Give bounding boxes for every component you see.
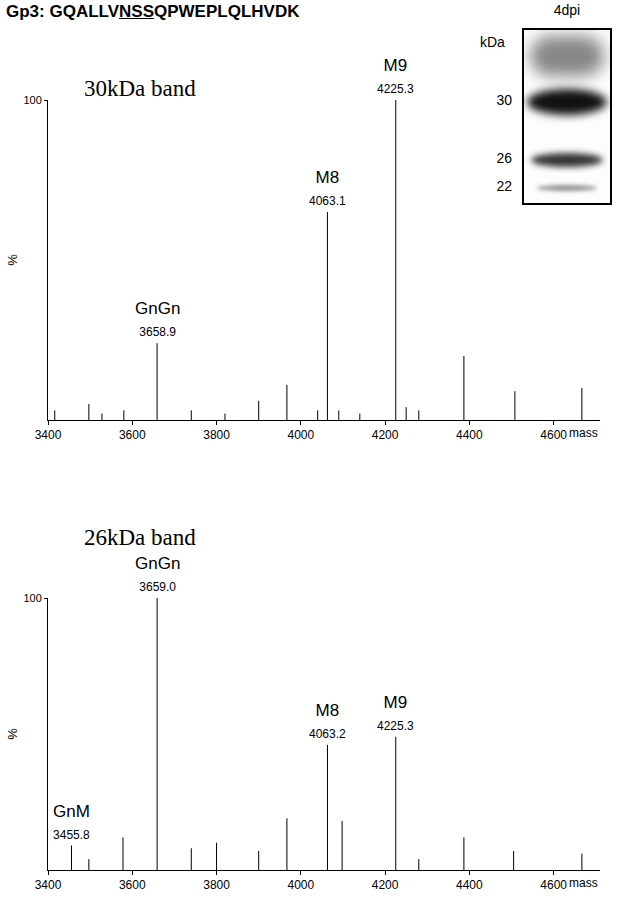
svg-text:3800: 3800 [203, 428, 230, 442]
svg-text:GnGn3659.0: GnGn3659.0 [135, 554, 180, 594]
svg-text:100: 100 [23, 592, 41, 604]
html-text:kDa: kDa [480, 34, 505, 50]
svg-text:M94225.3: M94225.3 [377, 56, 414, 96]
svg-text:M84063.2: M84063.2 [309, 701, 346, 741]
svg-text:4400: 4400 [456, 878, 483, 892]
svg-text:3800: 3800 [203, 878, 230, 892]
svg-text:30kDa band: 30kDa band [84, 76, 196, 101]
svg-text:4200: 4200 [372, 878, 399, 892]
svg-text:%: % [5, 728, 20, 740]
html-text:Gp3: GQALLV NSS QPWEPLQLHVDK: Gp3: GQALLV NSS QPWEPLQLHVDK [6, 2, 300, 21]
svg-text:4000: 4000 [287, 428, 314, 442]
svg-text:4000: 4000 [287, 878, 314, 892]
svg-text:%: % [5, 254, 20, 266]
svg-text:3400: 3400 [35, 428, 62, 442]
html-text:26: 26 [496, 150, 512, 166]
svg-text:26kDa band: 26kDa band [84, 525, 196, 550]
html-text:22: 22 [496, 178, 512, 194]
svg-text:4400: 4400 [456, 428, 483, 442]
svg-text:mass: mass [569, 426, 598, 440]
svg-text:M94225.3: M94225.3 [377, 693, 414, 733]
svg-text:M84063.1: M84063.1 [309, 168, 346, 208]
svg-text:100: 100 [23, 94, 41, 106]
svg-text:3600: 3600 [119, 878, 146, 892]
html-text:30: 30 [496, 92, 512, 108]
svg-text:mass: mass [569, 876, 598, 890]
svg-text:3400: 3400 [35, 878, 62, 892]
svg-text:3600: 3600 [119, 428, 146, 442]
svg-text:4600: 4600 [540, 428, 567, 442]
html-text:4dpi: 4dpi [553, 2, 581, 18]
svg-text:4600: 4600 [540, 878, 567, 892]
svg-text:GnM3455.8: GnM3455.8 [53, 802, 90, 842]
svg-text:GnGn3658.9: GnGn3658.9 [135, 299, 180, 339]
svg-text:4200: 4200 [372, 428, 399, 442]
